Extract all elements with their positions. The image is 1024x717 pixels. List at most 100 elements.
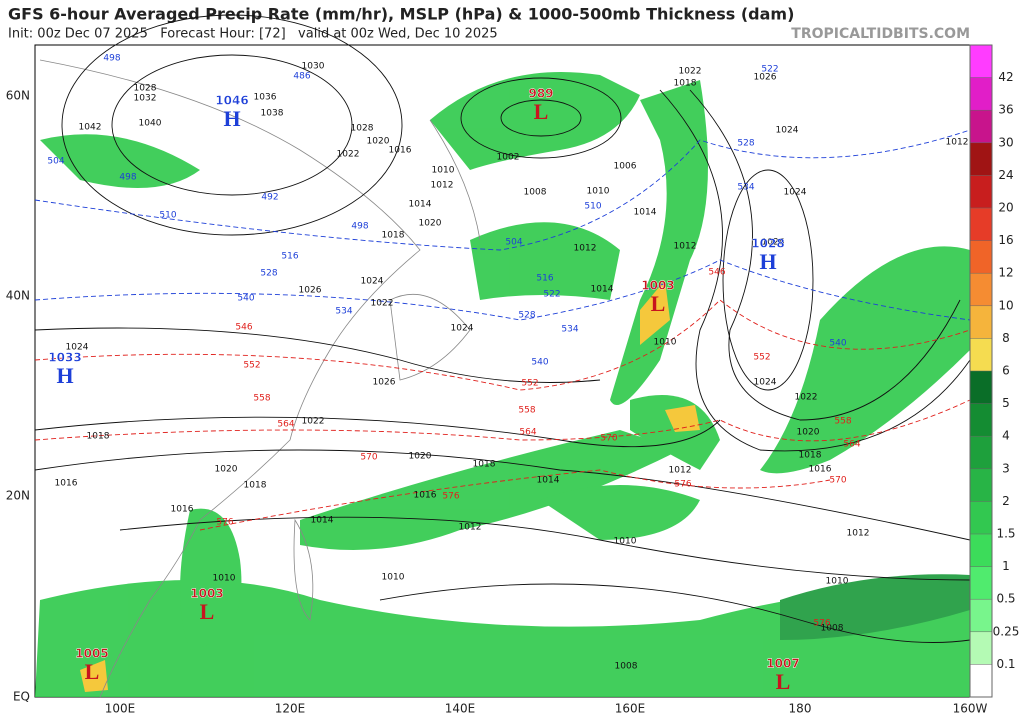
thickness-line	[34, 129, 971, 251]
colorbar-label: 1.5	[996, 527, 1015, 541]
isobar	[34, 416, 721, 448]
isobar-label: 1012	[431, 181, 454, 191]
colorbar-label: 12	[998, 266, 1013, 280]
colorbar-label: 3	[1002, 461, 1010, 475]
colorbar-swatch	[970, 403, 992, 437]
isobar-label: 1018	[382, 231, 405, 241]
isobar-label: 1012	[574, 244, 597, 254]
colorbar-swatch	[970, 273, 992, 307]
thickness-label: 522	[761, 65, 778, 75]
isobar-label: 1016	[389, 146, 412, 156]
isobar-label: 1014	[634, 208, 657, 218]
colorbar-swatch	[970, 501, 992, 535]
thickness-label: 546	[708, 268, 725, 278]
colorbar-label: 8	[1002, 331, 1010, 345]
isobar-label: 1024	[754, 378, 777, 388]
lat-label: 20N	[6, 489, 30, 503]
isobar-label: 1016	[171, 505, 194, 515]
thickness-label: 534	[335, 307, 352, 317]
thickness-label: 486	[293, 72, 310, 82]
colorbar-swatch	[970, 142, 992, 176]
thickness-label: 498	[119, 173, 136, 183]
center-pressure: 1005	[75, 647, 108, 661]
thickness-line	[34, 399, 971, 442]
colorbar-swatch	[970, 599, 992, 633]
coastline	[429, 119, 481, 241]
isobar-label: 1012	[946, 138, 969, 148]
thickness-label: 540	[531, 358, 548, 368]
colorbar-swatch	[970, 77, 992, 111]
isobar-label: 1008	[821, 624, 844, 634]
thickness-label: 516	[536, 274, 553, 284]
colorbar-label: 6	[1002, 364, 1010, 378]
colorbar-label: 5	[1002, 396, 1010, 410]
isobar-label: 1016	[55, 479, 78, 489]
center-letter: H	[759, 249, 776, 274]
watermark: TROPICALTIDBITS.COM	[791, 26, 970, 42]
thickness-label: 552	[243, 361, 260, 371]
colorbar-swatch	[970, 468, 992, 502]
lon-label: 180	[789, 702, 812, 716]
thickness-lines	[34, 129, 971, 531]
isobar-label: 1020	[797, 428, 820, 438]
colorbar-label: 0.5	[996, 592, 1015, 606]
colorbar-label: 36	[998, 103, 1013, 117]
coastline	[389, 293, 471, 381]
isobar-label: 1014	[409, 200, 432, 210]
isobar	[119, 516, 971, 581]
isobar-label: 1028	[351, 124, 374, 134]
isobar-label: 1010	[382, 573, 405, 583]
colorbar-label: 10	[998, 298, 1013, 312]
center-pressure: 1046	[215, 94, 248, 108]
thickness-label: 540	[237, 294, 254, 304]
isobar-label: 1012	[669, 466, 692, 476]
isobar-label: 1010	[826, 577, 849, 587]
colorbar-swatch	[970, 534, 992, 568]
isobar-label: 1020	[367, 137, 390, 147]
isobar-label: 1030	[302, 62, 325, 72]
title: GFS 6-hour Averaged Precip Rate (mm/hr),…	[8, 5, 794, 24]
isobar-label: 1014	[537, 476, 560, 486]
precip-heavy	[640, 280, 670, 345]
isobar-label: 1010	[432, 166, 455, 176]
thickness-label: 522	[543, 290, 560, 300]
isobar-label: 1026	[762, 238, 785, 248]
thickness-label: 564	[519, 428, 536, 438]
center-pressure: 1033	[48, 351, 81, 365]
colorbar-label: 24	[998, 168, 1013, 182]
colorbar-swatch	[970, 631, 992, 665]
isobar-label: 1026	[373, 378, 396, 388]
thickness-line	[34, 299, 971, 391]
center-pressure: 1003	[641, 279, 674, 293]
isobar	[500, 99, 582, 137]
colorbar-swatch	[970, 45, 992, 79]
isobar-label: 1010	[213, 574, 236, 584]
precip	[610, 80, 708, 405]
center-letter: H	[223, 106, 240, 131]
lat-label: EQ	[13, 690, 30, 704]
isobar-label: 1018	[87, 432, 110, 442]
isobar-label: 1036	[254, 93, 277, 103]
isobar-label: 1008	[524, 188, 547, 198]
coastline	[293, 518, 314, 621]
isobar-label: 1022	[371, 299, 394, 309]
thickness-label: 564	[843, 440, 860, 450]
colorbar-label: 1	[1002, 559, 1010, 573]
isobar-label: 1012	[459, 523, 482, 533]
precip	[760, 246, 970, 474]
isobars	[34, 14, 971, 643]
center-pressure: 1003	[190, 587, 223, 601]
thickness-label: 558	[834, 417, 851, 427]
precip	[180, 508, 242, 650]
isobar-label: 1022	[337, 150, 360, 160]
isobar-label: 1026	[754, 73, 777, 83]
thickness-label: 576	[216, 518, 233, 528]
colorbar-swatch	[970, 338, 992, 372]
lon-label: 160E	[615, 702, 646, 716]
isobar-label: 1042	[79, 123, 102, 133]
isobar	[460, 77, 622, 159]
isobar-label: 1012	[847, 529, 870, 539]
colorbar-swatch	[970, 371, 992, 405]
isobar-label: 1002	[497, 153, 520, 163]
colorbar-label: 16	[998, 233, 1013, 247]
